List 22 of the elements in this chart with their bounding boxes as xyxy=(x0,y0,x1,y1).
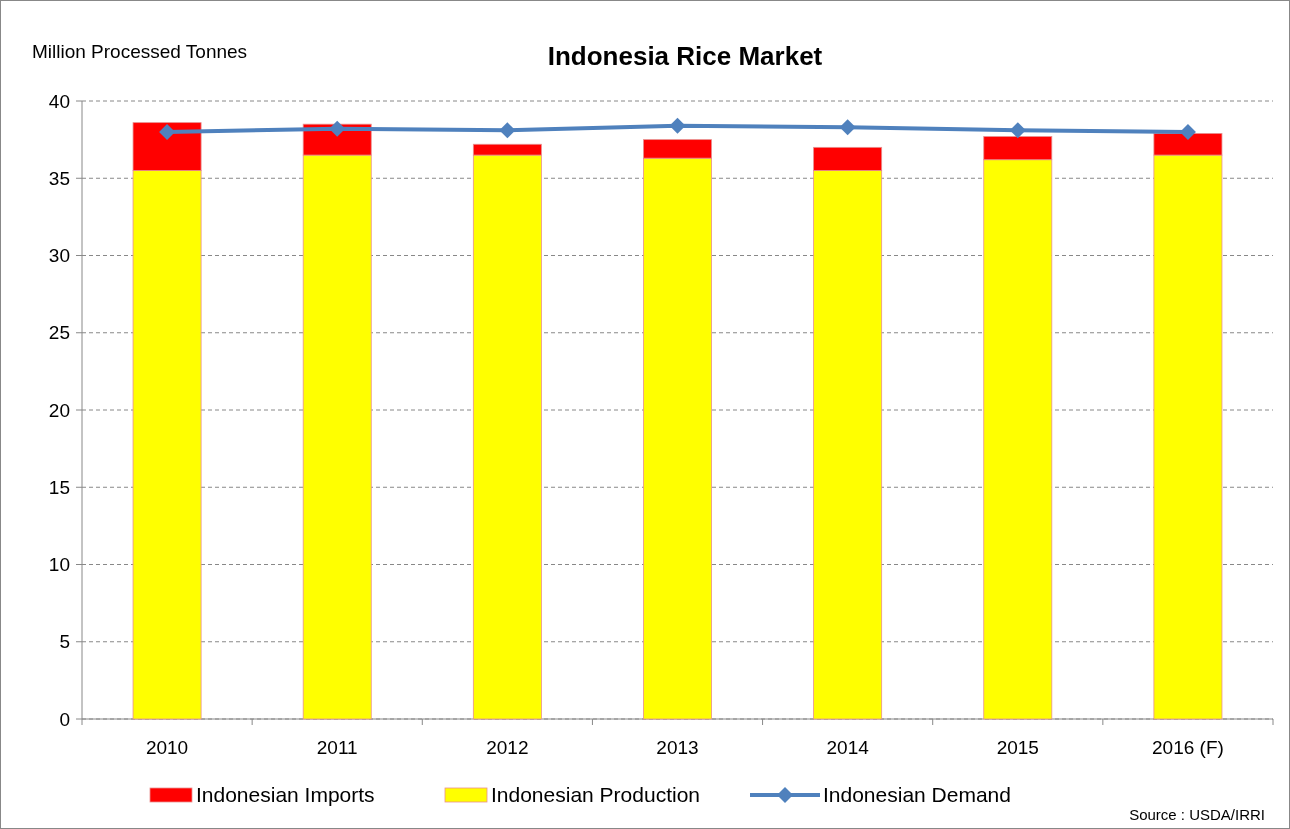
x-tick-label: 2011 xyxy=(316,737,358,758)
y-tick-label: 15 xyxy=(48,476,70,498)
y-tick-label: 5 xyxy=(59,631,70,653)
y-tick-label: 0 xyxy=(59,708,70,730)
chart-title: Indonesia Rice Market xyxy=(547,41,823,71)
x-tick-label: 2012 xyxy=(486,737,529,758)
legend-label: Indonesian Imports xyxy=(196,783,375,807)
y-axis-title: Million Processed Tonnes xyxy=(32,41,248,62)
legend-label: Indonesian Demand xyxy=(823,783,1011,807)
x-tick-label: 2013 xyxy=(656,737,699,758)
source-note: Source : USDA/IRRI xyxy=(1129,806,1265,823)
x-tick-label: 2014 xyxy=(826,737,870,758)
y-tick-label: 40 xyxy=(48,90,70,112)
x-tick-label: 2016 (F) xyxy=(1152,737,1224,758)
legend-label: Indonesian Production xyxy=(491,783,700,807)
x-tick-label: 2010 xyxy=(145,737,189,758)
y-tick-label: 30 xyxy=(48,245,70,267)
y-tick-label: 20 xyxy=(48,399,70,421)
y-tick-label: 10 xyxy=(48,554,70,576)
y-tick-label: 25 xyxy=(48,322,70,344)
y-tick-label: 35 xyxy=(48,167,70,189)
x-tick-label: 2015 xyxy=(996,737,1039,758)
